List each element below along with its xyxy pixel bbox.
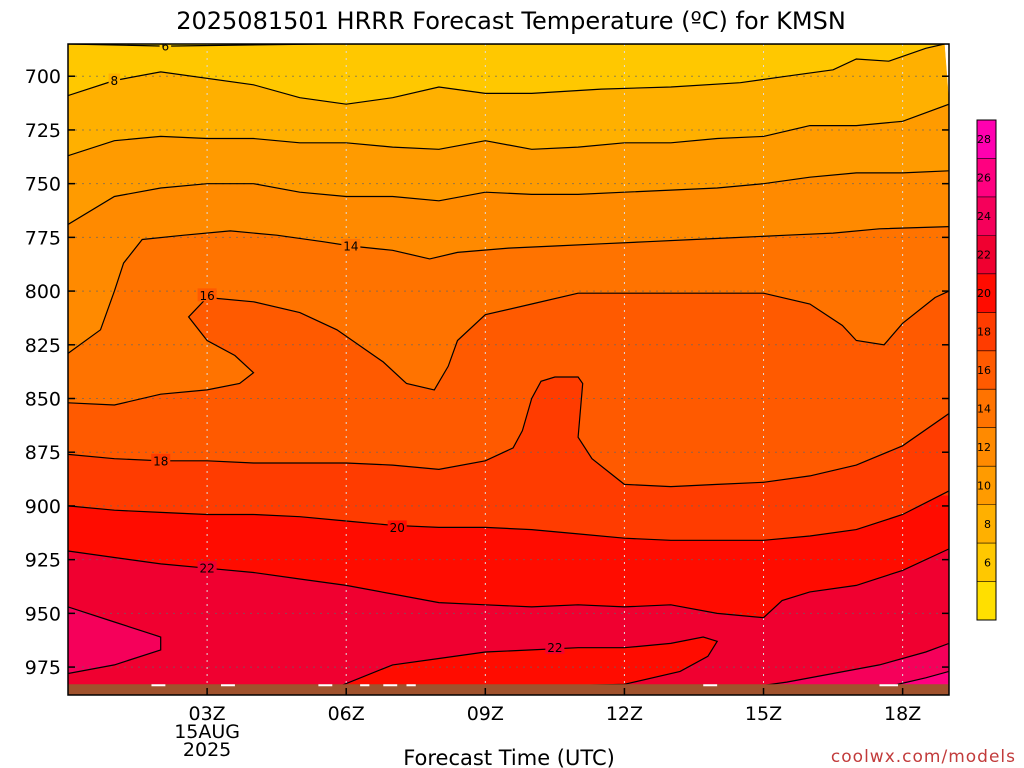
y-tick-label-725: 725 [25, 120, 61, 142]
contour-label-8: 8 [111, 74, 119, 88]
contour-line-14-4 [68, 226, 949, 354]
ground-marker-1 [221, 684, 235, 687]
x-tick-label-03Z: 03Z [189, 703, 226, 725]
colorbar-swatch-10 [977, 466, 996, 506]
colorbar-swatch-14 [977, 389, 996, 429]
x-tick-sublabel-0: 15AUG [174, 721, 240, 743]
colorbar-label-18: 18 [977, 326, 991, 339]
ground-marker-3 [360, 684, 370, 687]
plot-frame [67, 43, 950, 696]
contour-label-bg-5 [197, 288, 217, 302]
contour-label-bg-8 [197, 561, 217, 575]
contour-label-bg-0 [159, 44, 172, 53]
chart-title: 2025081501 HRRR Forecast Temperature (ºC… [176, 7, 846, 35]
contour-label-bg-4 [341, 238, 361, 252]
plot-area: 6 8 14 16 18 20 22 22 [68, 40, 949, 695]
contour-label-16: 16 [199, 289, 214, 303]
colorbar-swatch-6 [977, 543, 996, 583]
ground-marker-7 [879, 684, 898, 687]
contour-line-16-5 [68, 290, 949, 406]
contour-labels: 6 8 14 16 18 20 22 22 [108, 40, 565, 655]
x-tick-label-15Z: 15Z [745, 703, 782, 725]
contour-line-12-3 [68, 170, 949, 226]
y-tick-label-750: 750 [25, 174, 61, 196]
colorbar-label-26: 26 [977, 172, 991, 185]
colorbar-swatch-28 [977, 120, 996, 159]
ground-marker-4 [383, 684, 398, 687]
contour-label-18: 18 [153, 454, 168, 468]
ground-marker-2 [318, 684, 333, 687]
y-tick-label-800: 800 [25, 281, 61, 303]
contour-line-20-7 [68, 490, 949, 541]
colorbar-swatch-4 [977, 581, 996, 621]
y-tick-label-850: 850 [25, 389, 61, 411]
contour-label-6: 6 [162, 40, 170, 54]
contour-label-14: 14 [343, 239, 358, 253]
x-tick-label-12Z: 12Z [606, 703, 643, 725]
x-tick-label-06Z: 06Z [328, 703, 365, 725]
contour-label-bg-1 [108, 73, 121, 87]
y-tick-label-900: 900 [25, 496, 61, 518]
x-tick-label-18Z: 18Z [884, 703, 921, 725]
ground-strip [68, 684, 949, 695]
credit-text: coolwx.com/models [831, 747, 1016, 767]
contour-label-22: 22 [199, 562, 214, 576]
colorbar-label-24: 24 [977, 210, 991, 223]
x-tick-label-09Z: 09Z [467, 703, 504, 725]
y-tick-label-825: 825 [25, 335, 61, 357]
colorbar-label-28: 28 [977, 133, 991, 146]
colorbar-label-6: 6 [984, 556, 991, 569]
y-axis: 700 725 750 775 800 825 850 875 900 925 950 975 [25, 66, 949, 679]
colorbar-label-8: 8 [984, 518, 991, 531]
contour-line-18-6 [68, 376, 949, 488]
contour-line-22-8 [68, 548, 949, 619]
contour-line-24-11 [740, 642, 949, 690]
colorbar-swatch-26 [977, 158, 996, 198]
y-tick-label-775: 775 [25, 227, 61, 249]
colorbar-swatch-8 [977, 504, 996, 544]
x-axis-label: Forecast Time (UTC) [403, 746, 615, 768]
contour-line-10-2 [68, 103, 949, 157]
y-tick-label-700: 700 [25, 66, 61, 88]
colorbar-swatch-24 [977, 196, 996, 236]
temperature-fill-layer [68, 44, 949, 695]
x-tick-sublabel-1: 2025 [183, 739, 231, 761]
colorbar-label-16: 16 [977, 364, 991, 377]
colorbar-label-14: 14 [977, 402, 991, 415]
contour-label-bg-7 [387, 520, 407, 534]
contour-line-24-9 [68, 606, 162, 675]
ground-marker-5 [406, 684, 416, 687]
colorbar-label-22: 22 [977, 249, 991, 262]
contour-label-22: 22 [547, 641, 562, 655]
contour-line-6-0 [68, 44, 949, 47]
colorbar-label-10: 10 [977, 479, 991, 492]
contour-lines [68, 44, 949, 695]
ground-layer [68, 684, 949, 695]
colorbar-swatch-12 [977, 427, 996, 467]
contour-label-20: 20 [390, 521, 405, 535]
colorbar-label-12: 12 [977, 441, 991, 454]
colorbar-label-20: 20 [977, 287, 991, 300]
contour-line-8-1 [68, 44, 945, 105]
colorbar-legend: 6 8 10 12 14 16 18 20 22 24 26 28 [976, 119, 997, 621]
ground-marker-0 [151, 684, 166, 687]
ground-marker-6 [703, 684, 718, 687]
y-tick-label-875: 875 [25, 442, 61, 464]
colorbar-swatch-20 [977, 273, 996, 313]
y-tick-label-950: 950 [25, 603, 61, 625]
contour-label-bg-6 [151, 453, 171, 467]
colorbar-swatch-16 [977, 350, 996, 390]
colorbar-frame [976, 119, 997, 621]
y-tick-label-975: 975 [25, 657, 61, 679]
contour-label-bg-10 [545, 640, 565, 654]
y-tick-label-925: 925 [25, 550, 61, 572]
colorbar-swatch-18 [977, 312, 996, 352]
colorbar-swatch-22 [977, 235, 996, 275]
